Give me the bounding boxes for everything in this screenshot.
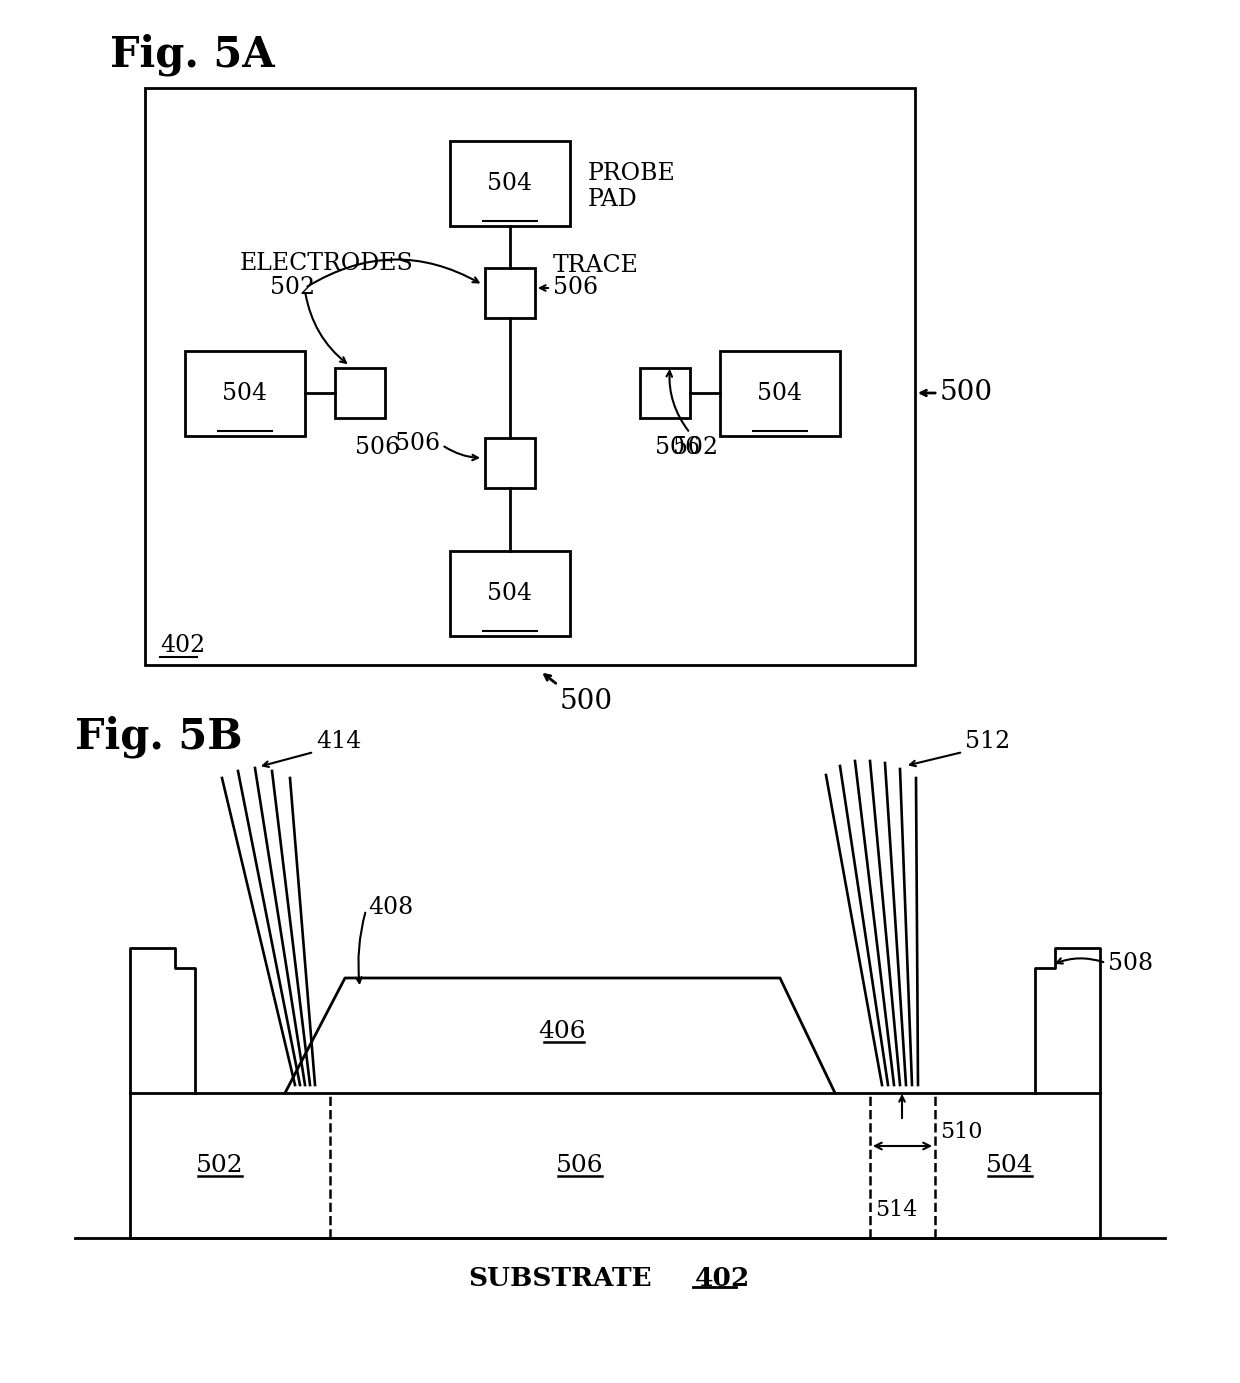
Text: 504: 504 [986,1155,1034,1177]
Text: 504: 504 [487,581,532,604]
Text: 508: 508 [1109,952,1153,975]
Text: 510: 510 [940,1122,982,1142]
Text: 504: 504 [487,171,532,195]
Bar [335,368,384,418]
Text: SUBSTRATE: SUBSTRATE [469,1265,652,1290]
Bar [485,268,534,318]
Text: 506: 506 [355,436,401,459]
Bar [185,350,305,436]
Text: 506: 506 [553,277,598,300]
Text: 402: 402 [694,1265,750,1290]
Text: 506: 506 [655,436,701,459]
Text: 502: 502 [673,436,718,459]
Bar [720,350,839,436]
Text: 504: 504 [758,382,802,404]
Text: 506: 506 [394,431,440,455]
Text: 506: 506 [557,1155,604,1177]
Bar [450,550,570,636]
Text: TRACE: TRACE [553,253,639,277]
Text: Fig. 5A: Fig. 5A [110,33,274,76]
Text: 502: 502 [196,1155,244,1177]
Text: 514: 514 [875,1199,918,1221]
Text: 406: 406 [538,1019,585,1043]
Bar [485,438,534,488]
Text: 504: 504 [222,382,268,404]
Bar [130,1093,1100,1238]
Text: PROBE: PROBE [588,162,676,184]
Text: 512: 512 [965,730,1011,752]
Bar [450,141,570,225]
Bar [145,89,915,665]
Text: 500: 500 [940,379,993,407]
Text: PAD: PAD [588,188,637,210]
Bar [640,368,689,418]
Text: 408: 408 [368,896,413,920]
Text: 414: 414 [316,730,361,752]
Text: Fig. 5B: Fig. 5B [74,715,243,758]
Text: ELECTRODES: ELECTRODES [241,252,414,274]
Text: 500: 500 [560,687,613,715]
Text: 502: 502 [270,277,315,300]
Text: 402: 402 [160,633,206,657]
